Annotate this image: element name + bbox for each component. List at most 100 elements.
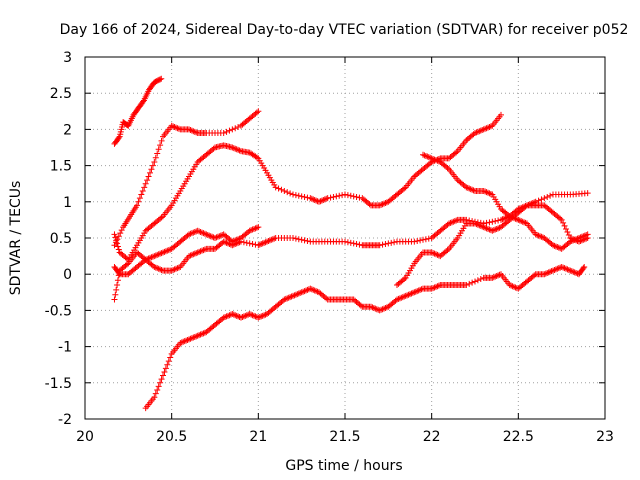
data-point [563,265,569,272]
data-point [174,265,181,272]
data-point [513,216,520,223]
data-point [269,236,276,243]
data-point [232,125,239,132]
data-point [538,196,545,203]
data-point [246,311,253,318]
data-point [114,282,121,289]
data-point [486,190,493,197]
data-point [295,192,302,199]
data-point [350,193,357,200]
data-point [291,292,298,299]
series-track-c [111,111,504,263]
data-point [581,263,588,270]
data-point [155,146,162,153]
data-point [576,238,582,245]
data-point [567,267,574,274]
data-point [249,226,256,233]
data-point [567,235,574,241]
data-point [356,194,363,201]
data-point [252,225,259,232]
data-point [158,376,165,383]
data-point [111,296,118,303]
data-point [144,177,151,184]
data-point [573,237,580,244]
data-point [213,234,220,241]
data-point [552,243,559,250]
data-point [197,331,204,338]
data-point [412,288,419,295]
data-point [487,190,494,197]
data-point [561,265,568,272]
data-point [379,201,386,208]
data-point [451,218,458,225]
data-point [190,251,197,258]
data-point [248,311,255,318]
data-point [347,192,354,199]
data-point [366,201,373,208]
data-point [372,305,379,312]
data-point [477,127,484,134]
data-point [405,291,412,298]
data-point [551,266,558,273]
data-point [472,130,478,137]
data-point [190,229,197,236]
data-point [158,266,165,273]
data-point [550,242,556,249]
data-point [564,228,571,235]
data-point [557,245,564,252]
series-track-h [142,263,588,412]
data-point [394,296,400,303]
data-point [570,236,577,243]
data-point [290,235,296,241]
data-point [470,187,477,194]
data-point [171,266,178,273]
data-point [483,125,490,132]
data-point [157,379,164,386]
data-point [446,220,452,227]
data-point [196,248,203,255]
y-tick-label: 1.5 [50,159,72,175]
data-points [111,75,591,412]
data-point [485,225,491,232]
data-point [444,165,451,172]
data-point [220,314,227,321]
data-point [204,231,211,238]
data-point [223,239,230,246]
data-point [256,314,263,321]
data-point [382,200,389,207]
data-point [162,248,169,255]
data-point [450,218,457,225]
data-point [431,284,438,291]
data-point [230,311,237,318]
data-point [220,238,227,245]
y-tick-label: 0 [63,267,72,283]
y-tick-label: 2.5 [50,86,72,102]
data-point [411,238,418,245]
data-point [474,221,481,228]
data-point [285,294,292,301]
data-point [201,230,208,237]
data-point [421,152,428,159]
data-point [294,291,301,298]
data-point [222,314,229,321]
x-tick-label: 20.5 [156,429,187,445]
data-point [568,235,575,242]
data-point [298,289,305,296]
data-point [447,219,454,226]
data-point [303,287,309,294]
data-point [258,241,265,248]
data-point [233,146,240,153]
data-point [255,314,262,321]
data-point [200,330,207,337]
data-point [239,314,246,321]
data-point [485,124,491,131]
y-tick-label: -0.5 [45,303,72,319]
data-point [191,333,198,340]
data-point [344,192,351,199]
data-point [113,286,120,293]
data-point [255,242,262,249]
data-point [233,240,240,247]
data-point [482,125,489,132]
data-point [155,251,162,258]
data-point [148,254,155,261]
